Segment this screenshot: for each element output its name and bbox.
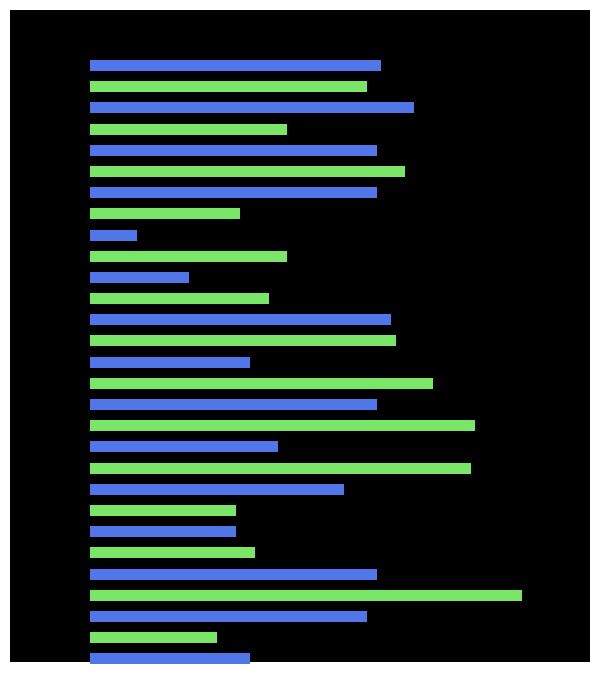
bar-row bbox=[90, 590, 522, 601]
bar-row bbox=[90, 187, 377, 198]
bar-row bbox=[90, 484, 344, 495]
bar-row bbox=[90, 314, 391, 325]
bar-row bbox=[90, 420, 475, 431]
chart-canvas bbox=[10, 10, 590, 662]
bar-row bbox=[90, 60, 381, 71]
bar-row bbox=[90, 272, 189, 283]
bar-row bbox=[90, 463, 471, 474]
bar-row bbox=[90, 251, 287, 262]
bar-area bbox=[90, 60, 560, 674]
bar-row bbox=[90, 653, 250, 664]
bar-row bbox=[90, 166, 405, 177]
bar-row bbox=[90, 526, 236, 537]
bar-row bbox=[90, 505, 236, 516]
bar-row bbox=[90, 632, 217, 643]
bar-row bbox=[90, 547, 255, 558]
bar-row bbox=[90, 293, 269, 304]
bar-row bbox=[90, 81, 367, 92]
bar-row bbox=[90, 145, 377, 156]
bar-row bbox=[90, 208, 240, 219]
bar-row bbox=[90, 230, 137, 241]
bar-row bbox=[90, 441, 278, 452]
bar-row bbox=[90, 611, 367, 622]
bar-row bbox=[90, 335, 396, 346]
bar-row bbox=[90, 124, 287, 135]
bar-row bbox=[90, 569, 377, 580]
page-frame bbox=[0, 0, 600, 672]
bar-row bbox=[90, 399, 377, 410]
bar-row bbox=[90, 102, 414, 113]
bar-row bbox=[90, 357, 250, 368]
bar-row bbox=[90, 378, 433, 389]
